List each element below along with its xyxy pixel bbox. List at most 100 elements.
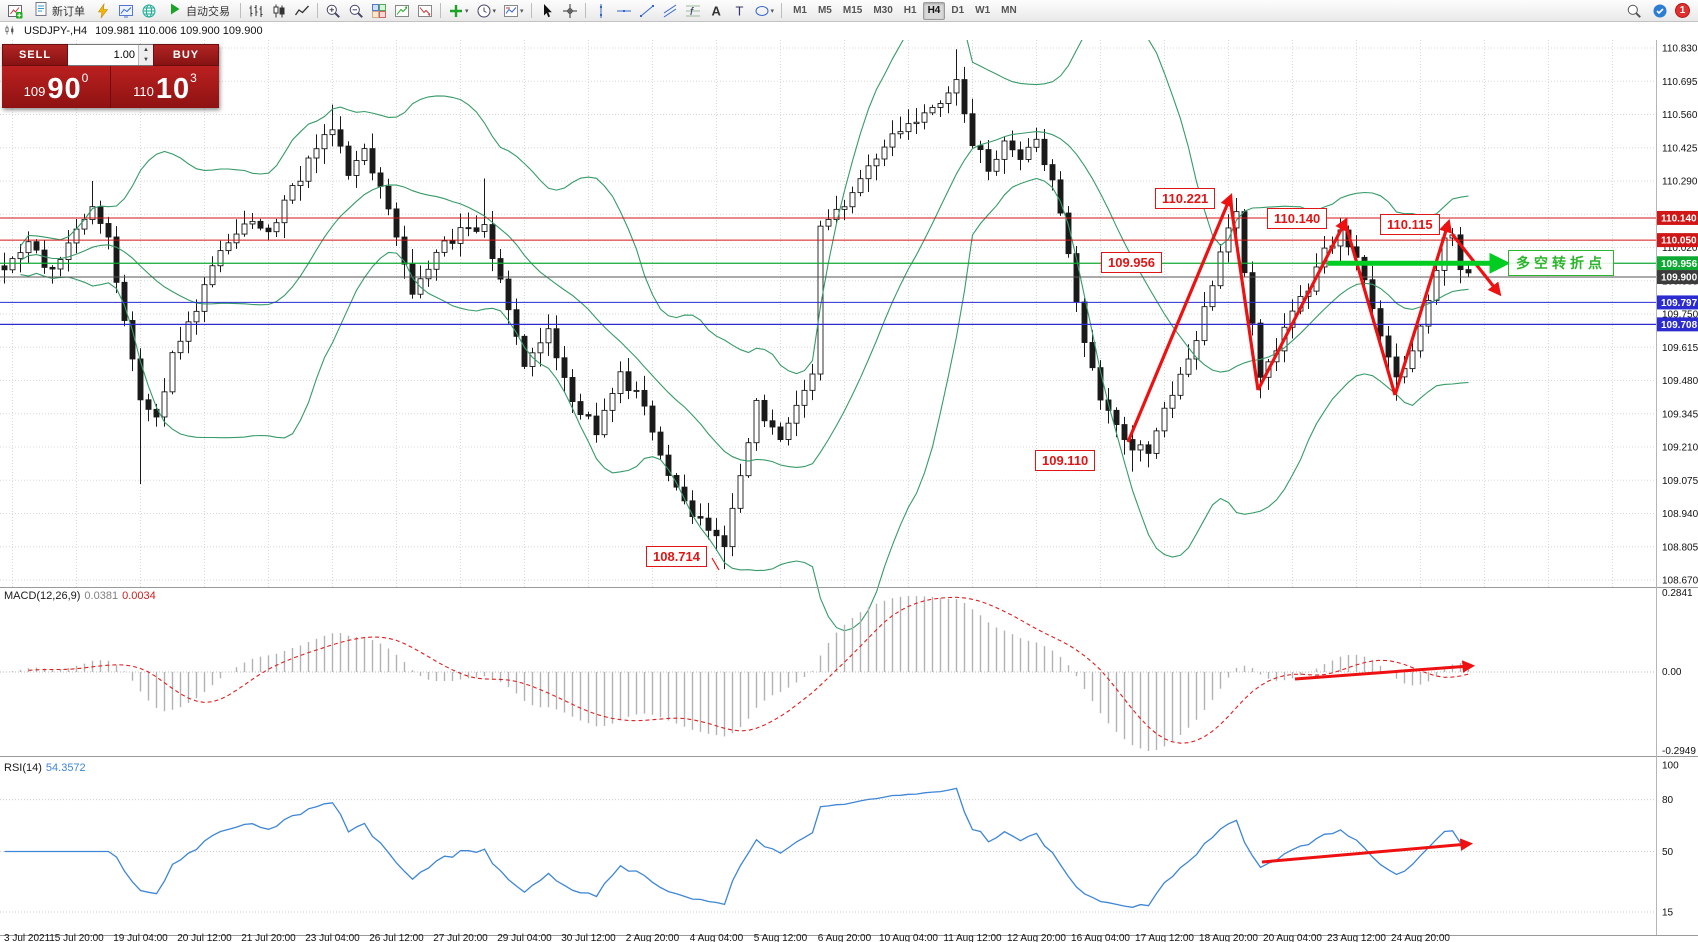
price-scale[interactable]: 110.830 110.695 110.560 110.425 110.290 110.1… — [1662, 44, 1698, 919]
new-order-button[interactable]: 新订单 — [27, 1, 91, 20]
horizontal-line-tool[interactable] — [613, 1, 635, 20]
price-annotation-110.221[interactable]: 110.221 — [1155, 188, 1216, 209]
svg-text:110.830: 110.830 — [1662, 44, 1698, 55]
channel-tool[interactable] — [659, 1, 681, 20]
svg-text:A: A — [711, 3, 721, 18]
bar-chart-button[interactable] — [245, 1, 267, 20]
svg-text:11 Aug 12:00: 11 Aug 12:00 — [943, 933, 1002, 942]
autotrading-button[interactable]: 自动交易 — [161, 1, 236, 20]
zoom-in-button[interactable] — [322, 1, 344, 20]
crosshair-tool-button[interactable] — [559, 1, 581, 20]
svg-text:109.956: 109.956 — [1661, 259, 1698, 270]
panel-separators[interactable] — [0, 40, 1698, 936]
separator — [317, 3, 318, 18]
shapes-tool[interactable] — [751, 1, 778, 20]
add-indicator-button[interactable] — [445, 1, 472, 20]
separator — [440, 3, 441, 18]
rsi-trend-arrow — [1261, 838, 1474, 864]
notification-badge[interactable]: 1 — [1675, 3, 1690, 18]
svg-text:110.560: 110.560 — [1662, 110, 1698, 121]
timeframe-h4[interactable]: H4 — [922, 1, 946, 20]
timeframe-mn[interactable]: MN — [1001, 4, 1017, 16]
sell-price-display[interactable]: 109 90 0 — [23, 71, 89, 105]
chart-profile-icon[interactable] — [115, 1, 137, 20]
price-divider — [110, 66, 111, 108]
market-globe-icon[interactable] — [138, 1, 160, 20]
svg-text:108.940: 108.940 — [1662, 509, 1698, 520]
svg-text:110.425: 110.425 — [1662, 143, 1698, 154]
status-icon[interactable] — [1649, 1, 1671, 20]
price-annotation-109.110[interactable]: 109.110 — [1035, 450, 1096, 471]
volume-input[interactable] — [86, 49, 138, 61]
price-annotation-108.714[interactable]: 108.714 — [646, 546, 707, 567]
macd-panel — [0, 596, 1656, 751]
svg-text:110.050: 110.050 — [1661, 236, 1697, 247]
period-clock-button[interactable] — [473, 1, 500, 20]
grid — [0, 40, 1656, 587]
quick-trade-icon[interactable] — [92, 1, 114, 20]
timeframe-m30[interactable]: M30 — [873, 4, 893, 16]
chart-up-icon[interactable] — [391, 1, 413, 20]
timeframe-m5[interactable]: M5 — [817, 4, 832, 16]
search-icon[interactable] — [1623, 1, 1645, 20]
sell-button[interactable]: SELL — [2, 44, 68, 66]
volume-down-icon[interactable]: ▼ — [139, 55, 153, 65]
main-toolbar: 新订单 自动交易 f A T M1 M5 M15 M30 H1 H4 D1 W1 MN 1 — [0, 0, 1698, 22]
trendline-tool[interactable] — [636, 1, 658, 20]
price-tags: 110.140110.050109.956109.900109.797109.7… — [1657, 210, 1698, 332]
timeframe-d1[interactable]: D1 — [951, 4, 965, 16]
new-chart-button[interactable] — [4, 1, 26, 20]
svg-text:110.290: 110.290 — [1662, 177, 1698, 188]
trend-arrows[interactable] — [711, 193, 1511, 864]
volume-up-icon[interactable]: ▲ — [139, 45, 153, 55]
svg-text:5 Aug 12:00: 5 Aug 12:00 — [754, 933, 808, 942]
svg-text:6 Aug 20:00: 6 Aug 20:00 — [818, 933, 872, 942]
template-button[interactable] — [500, 1, 527, 20]
text-tool[interactable]: A — [705, 1, 727, 20]
price-annotation-109.956[interactable]: 109.956 — [1101, 252, 1162, 273]
svg-text:27 Jul 20:00: 27 Jul 20:00 — [433, 933, 488, 942]
fibonacci-tool[interactable]: f — [682, 1, 704, 20]
svg-text:110.020: 110.020 — [1662, 243, 1698, 254]
separator — [781, 3, 783, 18]
timeframe-h1[interactable]: H1 — [903, 4, 917, 16]
vertical-line-tool[interactable] — [590, 1, 612, 20]
time-axis[interactable]: 3 Jul 2021 15 Jul 20:00 19 Jul 04:00 20 Jul… — [4, 933, 1450, 942]
svg-text:15 Jul 20:00: 15 Jul 20:00 — [49, 933, 104, 942]
buy-price-display[interactable]: 110 10 3 — [133, 71, 197, 105]
ohlc-values: 109.981 110.006 109.900 109.900 — [95, 25, 263, 37]
turning-point-note[interactable]: 多空转折点 — [1508, 250, 1614, 276]
svg-text:0.2841: 0.2841 — [1662, 588, 1693, 599]
line-chart-button[interactable] — [291, 1, 313, 20]
svg-text:3 Jul 2021: 3 Jul 2021 — [4, 933, 51, 942]
label-tool[interactable]: T — [728, 1, 750, 20]
svg-text:T: T — [735, 3, 743, 18]
svg-text:109.345: 109.345 — [1662, 409, 1698, 420]
svg-text:19 Jul 04:00: 19 Jul 04:00 — [113, 933, 168, 942]
cursor-tool-button[interactable] — [536, 1, 558, 20]
svg-text:18 Aug 20:00: 18 Aug 20:00 — [1199, 933, 1258, 942]
svg-text:109.708: 109.708 — [1661, 320, 1698, 331]
chart-down-icon[interactable] — [414, 1, 436, 20]
symbol-period-label: USDJPY-,H4 — [24, 25, 88, 37]
zoom-out-button[interactable] — [345, 1, 367, 20]
timeframe-m1[interactable]: M1 — [793, 4, 807, 16]
svg-text:f: f — [690, 6, 694, 18]
rsi-label: RSI(14) 54.3572 — [4, 762, 86, 774]
timeframe-w1[interactable]: W1 — [975, 4, 991, 16]
tile-windows-button[interactable] — [368, 1, 390, 20]
separator — [240, 3, 241, 18]
svg-text:108.805: 108.805 — [1662, 542, 1698, 553]
timeframe-m15[interactable]: M15 — [842, 4, 863, 16]
buy-button[interactable]: BUY — [153, 44, 219, 66]
svg-text:0.00: 0.00 — [1662, 667, 1682, 678]
svg-text:109.900: 109.900 — [1661, 273, 1698, 284]
svg-text:10 Aug 04:00: 10 Aug 04:00 — [879, 933, 938, 942]
price-annotation-110.140[interactable]: 110.140 — [1267, 208, 1328, 229]
candlestick-chart-button[interactable] — [268, 1, 290, 20]
toolbar-right-group: 1 — [1623, 1, 1694, 20]
svg-text:12 Aug 20:00: 12 Aug 20:00 — [1007, 933, 1066, 942]
price-annotation-110.115[interactable]: 110.115 — [1380, 214, 1440, 235]
price-chart[interactable]: 110.830 110.695 110.560 110.425 110.290 110.1… — [0, 40, 1698, 942]
